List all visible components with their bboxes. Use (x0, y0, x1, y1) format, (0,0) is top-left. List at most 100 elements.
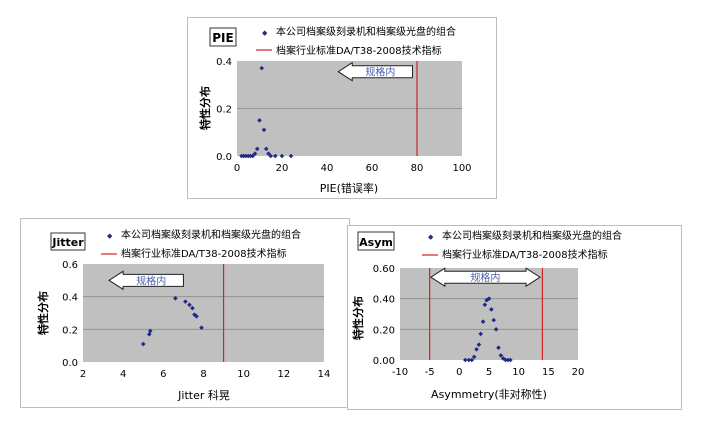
legend-marker: ◆ (262, 29, 268, 37)
data-point (480, 319, 486, 324)
legend-standard-label: 档案行业标准DA/T38-2008技术指标 (121, 247, 287, 260)
chart-title-box (50, 232, 86, 251)
data-point (194, 313, 199, 319)
x-tick-label: -5 (425, 367, 435, 378)
data-point (140, 341, 146, 347)
data-point (466, 357, 472, 363)
data-point (268, 153, 274, 159)
y-tick-labels: 0.00 0.20 0.40 0.60 (373, 264, 395, 367)
y-tick-label: 0.6 (62, 260, 78, 271)
data-point (250, 153, 256, 159)
arrow-group: 规格内 (337, 61, 413, 82)
x-tick-label: 0 (234, 163, 240, 174)
chart-panel-jitter: Jitter ◆ 本公司档案级刻录机和档案级光盘的组合 档案行业标准DA/T38… (20, 218, 350, 408)
data-point (259, 65, 265, 71)
legend-series-label: 本公司档案级刻录机和档案级光盘的组合 (276, 25, 456, 38)
data-point (183, 299, 188, 304)
x-tick-label: 4 (120, 369, 126, 380)
data-point (279, 153, 285, 159)
legend-standard-label: 档案行业标准DA/T38-2008技术指标 (276, 44, 442, 57)
x-tick-label: 20 (276, 163, 289, 174)
data-point (471, 354, 477, 360)
x-axis-label: Jitter 科晃 (177, 388, 230, 402)
x-tick-label: 12 (277, 369, 290, 380)
data-point (187, 302, 192, 308)
x-tick-label: 2 (80, 369, 86, 380)
data-point (272, 153, 278, 159)
x-tick-label: 100 (452, 163, 471, 174)
x-tick-label: 80 (411, 163, 424, 174)
x-tick-label: 5 (486, 367, 492, 378)
data-point (498, 353, 504, 358)
chart-title-box (357, 231, 395, 251)
data-point (508, 357, 513, 363)
legend: ◆ 本公司档案级刻录机和档案级光盘的组合 档案行业标准DA/T38-2008技术… (256, 25, 456, 57)
y-tick-label: 0.2 (216, 105, 232, 116)
arrow-group: 规格内 (108, 270, 184, 291)
y-axis-label: 特性分布 (36, 291, 50, 335)
data-point (190, 305, 195, 311)
data-point (496, 345, 501, 351)
data-point (491, 317, 497, 323)
spec-arrow-label: 规格内 (136, 274, 166, 287)
x-tick-label: 40 (321, 163, 334, 174)
chart-panel-pie: PIE ◆ 本公司档案级刻录机和档案级光盘的组合 档案行业标准DA/T38-20… (187, 17, 497, 199)
y-tick-label: 0.40 (373, 295, 395, 306)
x-axis-label: PIE(错误率) (320, 181, 378, 195)
data-point (484, 297, 489, 303)
data-point (288, 153, 294, 159)
x-tick-label: 60 (366, 163, 379, 174)
x-tick-labels: -10 -5 0 5 10 15 20 (392, 367, 585, 378)
data-point (254, 146, 260, 152)
data-point (474, 346, 479, 352)
x-tick-label: 8 (200, 369, 206, 380)
data-point (462, 357, 468, 363)
y-tick-label: 0.60 (373, 264, 395, 275)
legend-marker: ◆ (107, 232, 113, 240)
spec-arrow-label: 规格内 (470, 271, 500, 284)
data-point (263, 146, 269, 152)
chart-asym: Asym ◆ 本公司档案级刻录机和档案级光盘的组合 档案行业标准DA/T38-2… (351, 229, 622, 401)
spec-arrow-label: 规格内 (365, 66, 395, 79)
legend-series-label: 本公司档案级刻录机和档案级光盘的组合 (442, 229, 622, 242)
legend: ◆ 本公司档案级刻录机和档案级光盘的组合 档案行业标准DA/T38-2008技术… (422, 229, 622, 261)
x-tick-label: 0 (456, 367, 462, 378)
chart-title: PIE (212, 31, 233, 45)
x-tick-label: 14 (318, 369, 331, 380)
data-point (478, 331, 483, 337)
gridlines (83, 296, 324, 330)
chart-title-box (209, 27, 237, 47)
y-tick-labels: 0.0 0.2 0.4 (216, 57, 232, 163)
y-tick-label: 0.0 (216, 152, 232, 163)
legend-standard-label: 档案行业标准DA/T38-2008技术指标 (442, 248, 608, 261)
y-axis-label: 特性分布 (198, 86, 212, 130)
x-tick-label: -10 (392, 367, 408, 378)
x-tick-label: 10 (512, 367, 525, 378)
chart-title: Asym (359, 236, 393, 249)
y-tick-label: 0.4 (62, 293, 78, 304)
y-tick-label: 0.00 (373, 356, 395, 367)
spec-arrow (108, 270, 184, 291)
data-point (505, 357, 511, 363)
data-point (261, 127, 267, 133)
data-point (482, 302, 488, 308)
data-point (503, 357, 508, 363)
y-tick-label: 0.0 (62, 358, 78, 369)
legend-series-label: 本公司档案级刻录机和档案级光盘的组合 (121, 228, 301, 241)
spec-lines (429, 268, 543, 360)
chart-pie: PIE ◆ 本公司档案级刻录机和档案级光盘的组合 档案行业标准DA/T38-20… (198, 25, 472, 195)
x-tick-label: 15 (542, 367, 555, 378)
data-point (252, 151, 258, 156)
spec-arrow (337, 61, 413, 82)
y-tick-label: 0.20 (373, 325, 395, 336)
legend-marker: ◆ (428, 233, 434, 241)
x-tick-labels: 0 20 40 60 80 100 (234, 163, 472, 174)
x-tick-labels: 2 4 6 8 10 12 14 (80, 369, 331, 380)
chart-title: Jitter (51, 236, 84, 249)
spec-arrow (429, 267, 541, 288)
legend: ◆ 本公司档案级刻录机和档案级光盘的组合 档案行业标准DA/T38-2008技术… (101, 228, 301, 260)
chart-jitter: Jitter ◆ 本公司档案级刻录机和档案级光盘的组合 档案行业标准DA/T38… (36, 228, 331, 402)
data-point (257, 118, 262, 123)
data-point (469, 357, 475, 363)
data-point (266, 151, 271, 156)
